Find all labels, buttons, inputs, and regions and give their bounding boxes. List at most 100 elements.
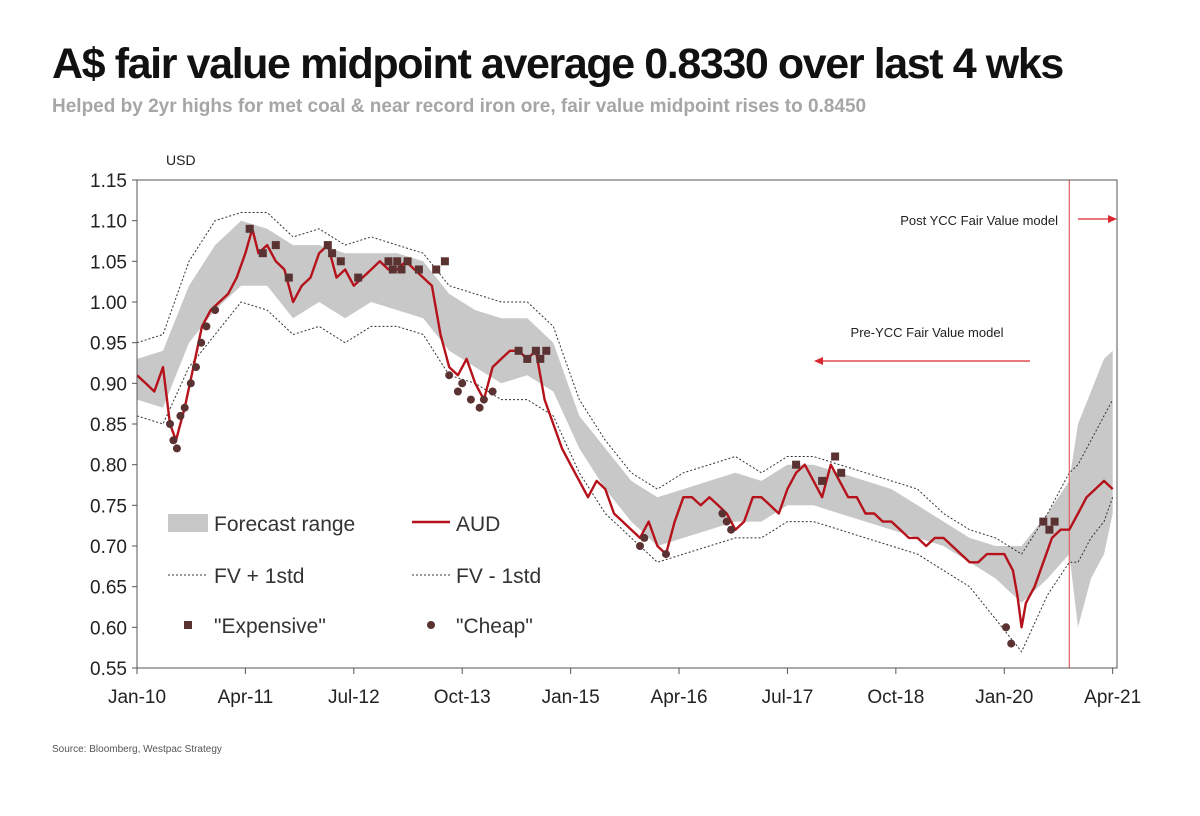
y-tick-label: 1.15 — [90, 171, 127, 192]
y-tick-label: 0.80 — [90, 456, 127, 477]
x-tick-label: Jan-10 — [108, 687, 166, 708]
expensive-marker — [271, 241, 280, 250]
legend-swatch-cheap — [427, 621, 435, 629]
expensive-marker — [403, 257, 412, 266]
expensive-marker — [336, 257, 345, 266]
expensive-marker — [284, 273, 293, 282]
cheap-marker — [211, 306, 220, 315]
y-tick-label: 0.70 — [90, 537, 127, 558]
expensive-marker — [258, 249, 267, 258]
cheap-marker — [662, 550, 670, 559]
x-tick-label: Jan-20 — [975, 687, 1033, 708]
expensive-marker — [414, 265, 423, 274]
expensive-marker — [523, 354, 532, 363]
legend-label-cheap: "Cheap" — [456, 615, 533, 638]
pre-ycc-arrowhead — [814, 357, 823, 365]
x-tick-label: Oct-13 — [434, 687, 491, 708]
expensive-marker — [1039, 517, 1048, 526]
legend-label-fv-plus: FV + 1std — [214, 565, 304, 588]
x-tick-label: Oct-18 — [867, 687, 924, 708]
pre-ycc-label: Pre-YCC Fair Value model — [851, 325, 1004, 340]
legend-label-fv-minus: FV - 1std — [456, 565, 541, 588]
valuation-markers-layer — [166, 224, 1059, 648]
post-ycc-label: Post YCC Fair Value model — [900, 213, 1058, 228]
expensive-marker — [328, 249, 337, 258]
y-tick-label: 0.90 — [90, 374, 127, 395]
cheap-marker — [1007, 639, 1016, 648]
x-tick-label: Apr-11 — [218, 687, 274, 708]
expensive-marker — [542, 346, 551, 355]
y-tick-label: 0.95 — [90, 334, 127, 355]
chart-legend: Forecast range AUD FV + 1std FV - 1std "Expe… — [168, 513, 541, 638]
y-tick-label: 1.00 — [90, 293, 127, 314]
cheap-marker — [466, 395, 475, 404]
cheap-marker — [488, 387, 497, 396]
expensive-marker — [397, 265, 406, 274]
cheap-marker — [445, 371, 454, 380]
expensive-marker — [432, 265, 441, 274]
expensive-marker — [831, 452, 840, 461]
source-note: Source: Bloomberg, Westpac Strategy — [52, 744, 222, 755]
legend-swatch-expensive — [184, 621, 192, 629]
aud-line — [136, 227, 1114, 629]
expensive-marker — [440, 257, 449, 266]
aud-line-layer — [136, 227, 1114, 629]
y-axis-unit: USD — [166, 152, 196, 168]
expensive-marker — [792, 460, 801, 469]
expensive-marker — [837, 468, 846, 477]
expensive-marker — [1045, 525, 1054, 534]
y-tick-label: 0.65 — [90, 578, 127, 599]
y-tick-label: 0.85 — [90, 415, 127, 436]
fv-plus-1std-line — [136, 212, 1114, 555]
cheap-marker — [186, 379, 195, 388]
expensive-marker — [1050, 517, 1059, 526]
cheap-marker — [640, 533, 649, 542]
cheap-marker — [727, 525, 736, 534]
cheap-marker — [180, 403, 189, 412]
cheap-marker — [479, 395, 488, 404]
page-title: A$ fair value midpoint average 0.8330 ov… — [52, 40, 1064, 88]
expensive-marker — [531, 346, 540, 355]
y-tick-label: 0.75 — [90, 496, 127, 517]
cheap-marker — [202, 322, 211, 331]
cheap-marker — [166, 420, 174, 428]
cheap-marker — [636, 542, 644, 550]
cheap-marker — [722, 517, 731, 526]
cheap-marker — [475, 403, 484, 412]
expensive-marker — [514, 346, 523, 355]
expensive-marker — [536, 354, 545, 363]
legend-label-forecast-range: Forecast range — [214, 513, 355, 536]
expensive-marker — [384, 257, 393, 266]
expensive-marker — [818, 476, 827, 485]
expensive-marker — [393, 257, 402, 266]
legend-label-aud: AUD — [456, 513, 500, 536]
legend-swatch-forecast-range — [168, 514, 208, 532]
expensive-marker — [354, 273, 363, 282]
cheap-marker — [172, 444, 181, 453]
cheap-marker — [718, 509, 727, 518]
expensive-marker — [245, 224, 254, 233]
cheap-marker — [458, 379, 467, 388]
y-tick-label: 0.60 — [90, 618, 127, 639]
cheap-marker — [1002, 623, 1010, 632]
x-tick-label: Apr-16 — [651, 687, 708, 708]
y-tick-label: 0.55 — [90, 659, 127, 680]
cheap-marker — [197, 338, 206, 347]
y-tick-label: 1.10 — [90, 212, 127, 233]
expensive-marker — [323, 241, 332, 250]
y-tick-label: 1.05 — [90, 252, 127, 273]
post-ycc-arrowhead — [1108, 215, 1117, 223]
axes-layer: 1.15 1.10 1.05 1.00 0.95 0.90 0.85 0.80 0.75 0.70… — [90, 152, 1141, 708]
page-subtitle: Helped by 2yr highs for met coal & near … — [52, 96, 867, 117]
expensive-marker — [388, 265, 397, 274]
cheap-marker — [176, 411, 185, 420]
cheap-marker — [192, 363, 200, 372]
cheap-marker — [169, 436, 178, 445]
ycc-annotation-layer: Post YCC Fair Value model Pre-YCC Fair Va… — [814, 180, 1117, 668]
x-tick-label: Jan-15 — [542, 687, 600, 708]
x-tick-label: Apr-21 — [1084, 687, 1141, 708]
legend-label-expensive: "Expensive" — [214, 615, 326, 638]
x-tick-label: Jul-17 — [762, 687, 814, 708]
x-tick-label: Jul-12 — [328, 687, 380, 708]
